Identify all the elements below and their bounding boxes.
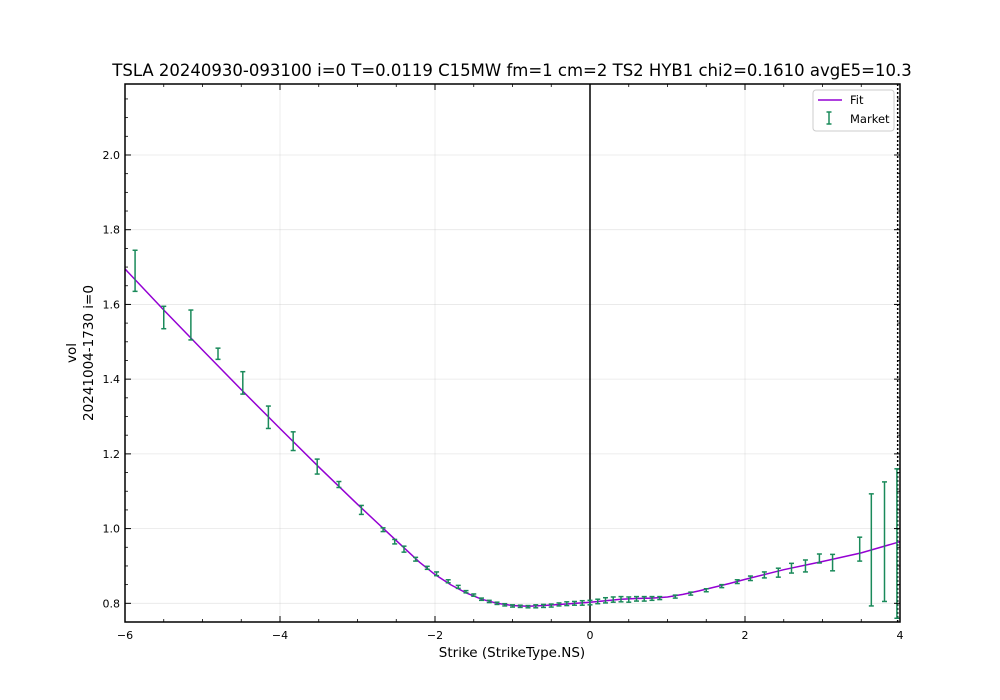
market-point (882, 481, 887, 603)
market-point (424, 565, 430, 571)
market-point (517, 604, 523, 609)
market-point (789, 562, 794, 574)
x-tick-label: −4 (272, 629, 288, 642)
market-point (336, 480, 342, 489)
market-point (657, 595, 663, 601)
market-point (775, 567, 781, 578)
market-point (610, 596, 616, 603)
market-point (587, 599, 593, 606)
market-point (541, 603, 546, 609)
market-point (618, 595, 624, 603)
y-axis-label: vol (64, 343, 80, 363)
market-point (358, 504, 364, 516)
market-point (641, 595, 647, 602)
x-axis-label: Strike (StrikeType.NS) (439, 645, 585, 661)
market-point (471, 593, 477, 597)
market-point (719, 583, 725, 589)
x-tick-label: 4 (897, 629, 904, 642)
market-point (603, 596, 608, 604)
x-tick-label: −6 (117, 629, 133, 642)
market-point (761, 571, 767, 579)
market-point (215, 347, 221, 361)
market-point (703, 587, 709, 593)
market-point (455, 584, 461, 590)
market-series (132, 249, 900, 620)
market-point (486, 599, 492, 604)
market-point (747, 575, 753, 582)
market-point (894, 468, 900, 620)
market-point (502, 602, 508, 607)
market-point (380, 527, 386, 533)
market-point (564, 601, 570, 607)
y-tick-label: 0.8 (103, 597, 121, 610)
y-axis-label-secondary: 20241004-1730 i=0 (81, 285, 97, 421)
market-point (510, 604, 515, 608)
x-tick-label: 2 (742, 629, 749, 642)
market-point (802, 559, 808, 573)
market-point (672, 594, 678, 599)
market-point (265, 405, 271, 430)
market-point (132, 249, 138, 293)
market-point (548, 603, 554, 608)
market-point (816, 553, 822, 564)
chart-title: TSLA 20240930-093100 i=0 T=0.0119 C15MW … (111, 61, 911, 80)
y-tick-label: 1.4 (103, 373, 121, 386)
chart-legend: Fit Market (812, 89, 895, 132)
market-point (434, 571, 440, 577)
market-point (525, 604, 531, 609)
market-point (734, 579, 740, 585)
market-point (161, 305, 167, 330)
y-tick-label: 1.8 (103, 224, 121, 237)
market-point (314, 458, 320, 475)
market-point (634, 595, 639, 602)
market-point (188, 309, 194, 341)
y-tick-label: 1.0 (103, 523, 121, 536)
y-tick-label: 1.2 (103, 448, 121, 461)
market-point (688, 591, 694, 596)
market-point (830, 553, 836, 572)
market-point (401, 545, 407, 553)
x-tick-label: 0 (587, 629, 594, 642)
market-point (413, 556, 419, 562)
market-point (445, 579, 451, 584)
market-point (857, 536, 863, 562)
market-point (868, 493, 874, 607)
y-tick-label: 2.0 (103, 149, 121, 162)
market-point (626, 596, 632, 603)
market-point (572, 600, 577, 606)
market-point (533, 604, 539, 609)
market-point (392, 538, 398, 545)
market-point (595, 598, 601, 605)
legend-market-swatch (826, 111, 832, 125)
market-point (479, 597, 484, 602)
market-point (649, 595, 655, 602)
market-point (556, 602, 562, 607)
market-point (494, 601, 500, 606)
y-tick-label: 1.6 (103, 298, 121, 311)
market-point (463, 589, 469, 594)
x-tick-label: −2 (427, 629, 443, 642)
grid-lines (124, 84, 901, 622)
legend-fit-label: Fit (850, 93, 864, 107)
axis-ticks: −6 −4 −2 0 2 4 0.8 1.0 1.2 1.4 1.6 1.8 2.0 (103, 84, 904, 642)
market-point (290, 431, 296, 452)
market-point (579, 599, 585, 606)
market-point (240, 370, 246, 395)
legend-market-label: Market (850, 112, 890, 126)
